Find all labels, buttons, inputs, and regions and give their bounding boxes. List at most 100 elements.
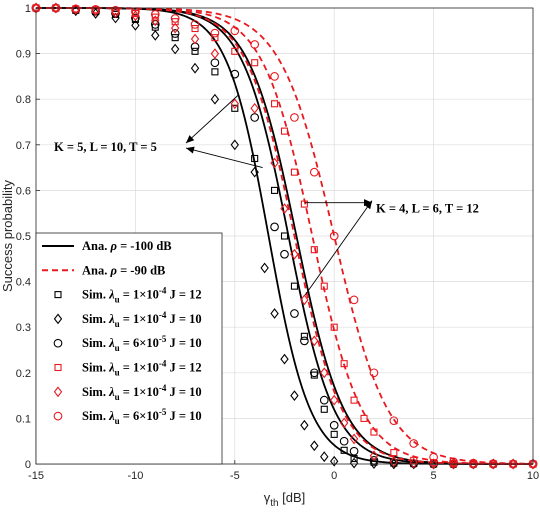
legend-label-ana-100: Ana. ρ = -100 dB — [82, 239, 172, 253]
marker-r-di — [290, 248, 299, 260]
marker-b-di — [131, 19, 140, 31]
legend-superscript: -5 — [159, 407, 167, 417]
legend-superscript: -5 — [159, 334, 167, 344]
legend-subscript: u — [115, 343, 120, 353]
marker-r-ci — [270, 72, 279, 81]
legend-mid: = 1×10 — [120, 361, 159, 375]
legend-rest: J = 12 — [166, 288, 201, 302]
legend-marker-sim-b-di — [53, 313, 63, 325]
legend-symbol: λ — [108, 361, 115, 375]
y-tick-label: 1 — [25, 3, 31, 15]
marker-b-di — [349, 457, 359, 469]
marker-r-ci — [329, 231, 339, 241]
marker-r-ci — [190, 20, 200, 29]
legend-label-sim-r-sq: Sim. λu = 1×10-4 J = 12 — [82, 359, 202, 378]
marker-r-di — [300, 294, 309, 306]
marker-r-sq — [350, 396, 358, 404]
legend-label-sim-b-sq: Sim. λu = 1×10-4 J = 12 — [82, 286, 202, 305]
legend-marker-sim-r-sq — [54, 363, 62, 372]
marker-r-sq — [370, 428, 378, 436]
marker-b-di — [270, 308, 279, 319]
marker-r-sq — [340, 360, 348, 368]
marker-r-di — [190, 33, 200, 45]
legend-prefix: Sim. — [82, 336, 109, 350]
annotation-k4: K = 4, L = 6, T = 12 — [376, 202, 479, 216]
y-tick-label: 0 — [25, 459, 31, 471]
annotation-arrow-head — [186, 135, 195, 144]
marker-r-ci — [389, 416, 399, 426]
marker-r-ci — [150, 10, 160, 19]
marker-b-di — [310, 440, 319, 452]
x-tick-label: 5 — [431, 470, 437, 482]
y-tick-label: 0.4 — [16, 277, 31, 289]
marker-b-di — [111, 12, 120, 24]
legend-marker-sim-b-sq — [54, 291, 62, 299]
marker-b-sq — [280, 232, 289, 240]
legend-label-sim-b-ci: Sim. λu = 6×10-5 J = 10 — [82, 334, 202, 353]
marker-r-ci — [349, 295, 359, 305]
marker-r-di — [151, 15, 160, 27]
marker-r-di — [409, 457, 418, 469]
marker-r-di — [270, 157, 279, 169]
marker-b-sq — [271, 186, 279, 194]
y-tick-label: 0.5 — [16, 231, 31, 243]
y-tick-label: 0.6 — [16, 185, 31, 197]
marker-r-ci — [91, 5, 100, 14]
legend-rest: J = 12 — [166, 361, 201, 375]
marker-b-ci — [250, 113, 260, 122]
legend-subscript: u — [115, 368, 120, 378]
marker-b-ci — [309, 368, 319, 378]
x-tick-label: 0 — [331, 470, 337, 482]
marker-r-ci — [210, 28, 220, 38]
marker-r-di — [429, 458, 438, 470]
legend-symbol: λ — [108, 385, 115, 399]
x-axis-label: γth [dB] — [264, 490, 306, 509]
marker-r-sq — [310, 246, 318, 254]
x-axis-label-main: γ — [264, 490, 271, 505]
x-tick-label: 10 — [527, 470, 539, 482]
marker-b-di — [300, 419, 309, 431]
legend-prefix: Sim. — [82, 409, 109, 423]
marker-b-di — [250, 166, 259, 178]
marker-b-di — [409, 458, 418, 470]
marker-b-sq — [290, 282, 298, 290]
marker-r-sq — [191, 24, 199, 33]
marker-r-di — [230, 98, 239, 110]
marker-r-di — [210, 48, 220, 59]
legend-superscript: -4 — [159, 286, 167, 296]
marker-b-di — [151, 29, 160, 41]
marker-r-di — [489, 458, 498, 470]
legend-mid: = 1×10 — [120, 312, 159, 326]
annotation-k5: K = 5, L = 10, T = 5 — [54, 140, 157, 154]
annotation-arrow-line — [185, 147, 263, 169]
legend-symbol: ρ — [109, 263, 117, 277]
x-axis-label-sub: th — [270, 498, 278, 509]
legend-label-ana-90: Ana. ρ = -90 dB — [82, 263, 165, 277]
legend-label-sim-r-ci: Sim. λu = 6×10-5 J = 10 — [82, 407, 202, 426]
y-axis-label: Success probability — [0, 180, 15, 292]
legend-prefix: Ana. — [82, 239, 110, 253]
x-tick-label: -10 — [127, 470, 143, 482]
marker-b-di — [190, 62, 200, 74]
marker-b-ci — [280, 249, 289, 259]
marker-r-di — [528, 458, 538, 470]
marker-b-sq — [231, 104, 239, 112]
y-tick-label: 0.2 — [16, 368, 31, 380]
marker-b-di — [71, 5, 80, 17]
marker-b-sq — [191, 47, 199, 55]
y-tick-label: 0.8 — [16, 94, 31, 106]
annotation-arrow-line — [304, 200, 373, 296]
annotation-arrow-head — [186, 146, 195, 154]
marker-r-sq — [390, 449, 398, 457]
marker-r-ci — [369, 368, 379, 378]
legend-mid: = 6×10 — [120, 409, 159, 423]
marker-r-di — [508, 458, 518, 470]
marker-r-di — [330, 394, 339, 406]
legend-symbol: ρ — [109, 239, 117, 253]
marker-r-sq — [211, 34, 219, 42]
marker-b-di — [290, 390, 299, 401]
annotation-arrow-line — [185, 94, 240, 144]
legend-subscript: u — [115, 319, 120, 329]
marker-b-ci — [290, 309, 299, 318]
